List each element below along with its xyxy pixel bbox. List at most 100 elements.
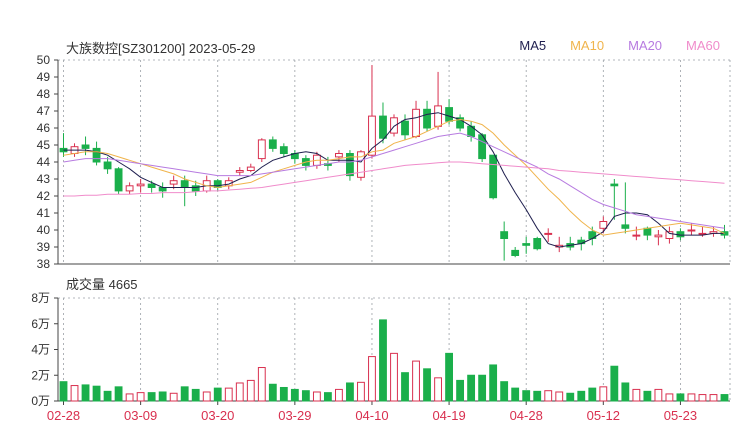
- price-y-tick-label: 44: [37, 155, 51, 169]
- price-y-tick-label: 38: [37, 257, 51, 271]
- volume-bar: [268, 383, 277, 402]
- price-y-tick-label: 42: [37, 189, 51, 203]
- candle-body: [125, 185, 134, 192]
- legend-ma60: MA60: [686, 38, 720, 53]
- x-tick-label: 02-28: [47, 408, 80, 423]
- volume-bar: [555, 391, 564, 402]
- candle-body: [92, 147, 101, 163]
- legend-ma5: MA5: [519, 38, 547, 53]
- volume-bar: [81, 384, 90, 402]
- candle-body: [357, 151, 365, 178]
- ma-line-ma20: [63, 132, 725, 229]
- volume-bar: [511, 387, 520, 402]
- candle-body: [246, 166, 255, 172]
- volume-bar: [676, 393, 685, 402]
- price-y-tick-label: 47: [37, 104, 51, 118]
- volume-bar: [136, 392, 145, 402]
- volume-bar: [312, 391, 321, 402]
- price-y-tick-label: 43: [37, 172, 51, 186]
- x-tick-label: 03-20: [201, 408, 234, 423]
- volume-bar: [59, 381, 68, 402]
- candle-body: [687, 229, 696, 232]
- volume-y-tick-label: 6万: [31, 317, 50, 331]
- volume-bar: [698, 394, 707, 402]
- volume-title: 成交量 4665: [66, 277, 138, 292]
- candle-body: [445, 107, 453, 122]
- candle-body: [136, 183, 145, 187]
- volume-bar: [213, 387, 222, 402]
- chart-title: 大族数控[SZ301200] 2023-05-29: [66, 41, 256, 56]
- volume-bar: [290, 388, 299, 402]
- candle-body: [511, 249, 520, 256]
- volume-bar: [720, 394, 729, 402]
- x-tick-label: 04-28: [510, 408, 543, 423]
- candle-body: [180, 180, 189, 188]
- volume-bar: [478, 374, 487, 402]
- x-tick-label: 04-19: [432, 408, 465, 423]
- volume-bar: [323, 392, 332, 402]
- volume-bar: [522, 390, 531, 402]
- candle-body: [158, 187, 167, 192]
- volume-bar: [500, 381, 509, 402]
- candle-body: [401, 120, 409, 136]
- volume-bar: [70, 385, 79, 402]
- volume-bar: [103, 390, 112, 402]
- volume-bar: [599, 386, 608, 402]
- x-tick-label: 05-23: [664, 408, 697, 423]
- volume-bar: [368, 356, 376, 402]
- volume-bar: [180, 386, 189, 402]
- volume-bar: [445, 352, 453, 402]
- volume-bar: [390, 352, 398, 402]
- candle-body: [643, 227, 652, 236]
- volume-bar: [191, 388, 200, 402]
- volume-bar: [610, 365, 619, 402]
- volume-bar: [533, 390, 542, 402]
- candle-body: [489, 154, 498, 199]
- price-y-tick-label: 50: [37, 53, 51, 67]
- price-y-tick-label: 46: [37, 121, 51, 135]
- volume-bar: [577, 390, 586, 402]
- volume-bar: [257, 367, 266, 402]
- x-tick-label: 05-12: [587, 408, 620, 423]
- volume-bar: [566, 392, 575, 402]
- volume-bar: [687, 393, 696, 402]
- volume-bar: [379, 319, 387, 402]
- candle-body: [346, 153, 354, 177]
- candle-body: [533, 238, 542, 250]
- volume-bar: [401, 372, 409, 402]
- price-y-tick-label: 45: [37, 138, 51, 152]
- volume-bar: [665, 393, 674, 402]
- volume-bar: [279, 386, 288, 402]
- candle-body: [169, 180, 178, 185]
- candle-body: [81, 144, 90, 149]
- volume-bar: [158, 391, 167, 402]
- candle-body: [235, 170, 244, 173]
- candle-body: [412, 108, 420, 138]
- volume-y-tick-label: 0万: [31, 394, 50, 408]
- candle-body: [610, 183, 619, 187]
- legend-ma10: MA10: [570, 38, 605, 53]
- volume-y-tick-label: 8万: [31, 291, 50, 305]
- volume-bar: [456, 379, 465, 402]
- candle-body: [544, 232, 553, 235]
- candle-body: [500, 231, 509, 239]
- candle-body: [191, 185, 200, 192]
- candle-body: [665, 231, 674, 239]
- candle-body: [654, 234, 663, 238]
- candle-body: [279, 146, 288, 154]
- candle-body: [599, 221, 608, 229]
- legend-ma20: MA20: [628, 38, 663, 53]
- volume-bar: [588, 387, 597, 402]
- volume-bar: [412, 360, 420, 402]
- price-y-tick-label: 49: [37, 70, 51, 84]
- candle-body: [423, 108, 431, 129]
- price-y-tick-label: 39: [37, 240, 51, 254]
- candle-body: [103, 161, 112, 170]
- candle-body: [335, 153, 343, 158]
- ma-line-ma5: [63, 112, 725, 248]
- volume-bar: [125, 393, 134, 402]
- candle-body: [698, 232, 707, 235]
- volume-bar: [434, 377, 442, 402]
- candle-body: [522, 243, 531, 246]
